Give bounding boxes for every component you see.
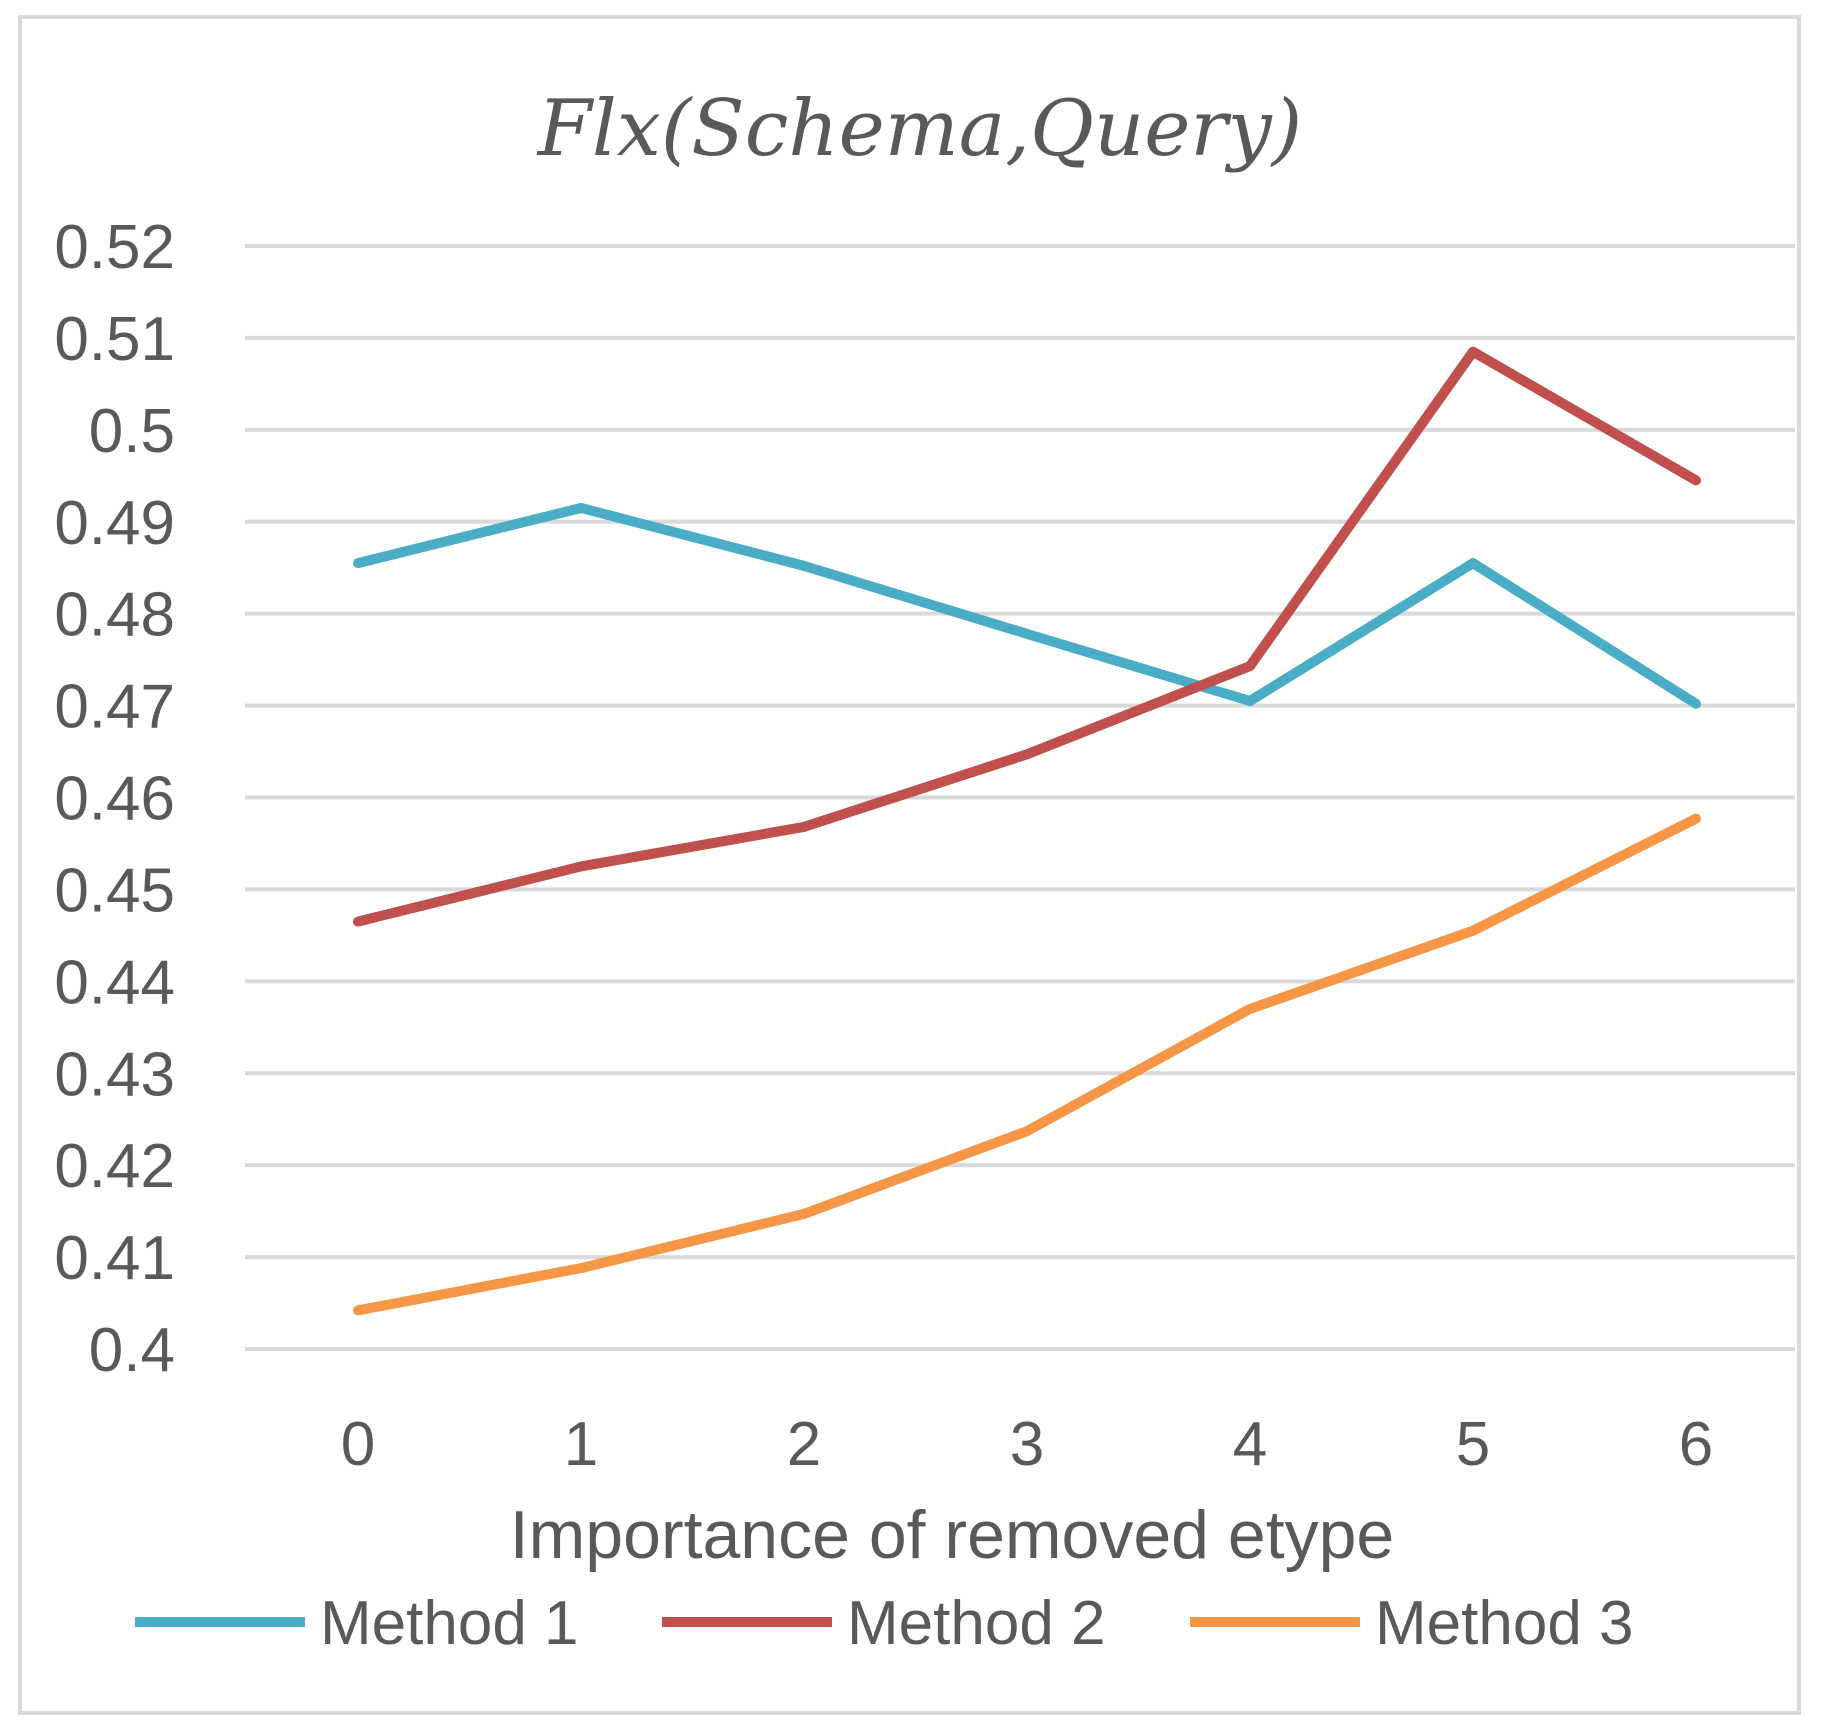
- data-point-method-3[interactable]: [576, 1263, 586, 1274]
- data-point-method-2[interactable]: [576, 861, 586, 872]
- data-point-method-2[interactable]: [1691, 475, 1701, 486]
- data-point-method-2[interactable]: [1468, 346, 1478, 357]
- data-point-method-1[interactable]: [1245, 695, 1255, 706]
- data-point-method-3[interactable]: [353, 1305, 363, 1316]
- data-point-method-1[interactable]: [353, 558, 363, 569]
- data-point-method-2[interactable]: [353, 916, 363, 927]
- y-tick-label: 0.4: [89, 1316, 175, 1385]
- y-tick-label: 0.51: [54, 305, 175, 374]
- y-tick-label: 0.43: [54, 1040, 175, 1109]
- chart-frame: [18, 15, 1801, 1715]
- data-point-method-3[interactable]: [1245, 1003, 1255, 1014]
- data-point-method-3[interactable]: [1022, 1126, 1032, 1137]
- gridlines: [245, 244, 1795, 1351]
- y-tick-label: 0.45: [54, 856, 175, 925]
- x-tick-label: 2: [787, 1410, 821, 1479]
- series-line-method-1[interactable]: [356, 502, 1699, 708]
- series-line-method-3[interactable]: [357, 814, 1699, 1316]
- x-tick-label: 1: [564, 1410, 598, 1479]
- x-axis-title: Importance of removed etype: [510, 1497, 1394, 1573]
- legend[interactable]: Method 1 Method 2 Method 3: [135, 1589, 1634, 1658]
- x-axis-ticks: 0 1 2 3 4 5 6: [341, 1410, 1713, 1479]
- data-point-method-3[interactable]: [799, 1208, 809, 1219]
- series-lines: [353, 346, 1701, 1316]
- y-tick-label: 0.44: [54, 948, 175, 1017]
- data-point-method-1[interactable]: [799, 560, 809, 571]
- y-axis-ticks: 0.4 0.41 0.42 0.43 0.44 0.45 0.46 0.47 0.48 0.49 0…: [54, 213, 175, 1385]
- data-point-method-3[interactable]: [1468, 925, 1478, 936]
- data-point-method-2[interactable]: [1245, 661, 1255, 672]
- data-point-method-2[interactable]: [1022, 749, 1032, 760]
- legend-label-method-2[interactable]: Method 2: [847, 1589, 1106, 1658]
- x-tick-label: 5: [1456, 1410, 1490, 1479]
- data-point-method-1[interactable]: [1691, 698, 1701, 709]
- legend-label-method-3[interactable]: Method 3: [1375, 1589, 1634, 1658]
- data-point-method-1[interactable]: [1022, 628, 1032, 639]
- chart-title: Flx(Schema,Query): [536, 84, 1302, 174]
- data-point-method-1[interactable]: [576, 502, 586, 513]
- x-tick-label: 4: [1233, 1410, 1267, 1479]
- y-tick-label: 0.47: [54, 673, 175, 742]
- x-tick-label: 6: [1679, 1410, 1713, 1479]
- data-point-method-3[interactable]: [1691, 813, 1701, 824]
- y-tick-label: 0.42: [54, 1132, 175, 1201]
- data-point-method-1[interactable]: [1468, 558, 1478, 569]
- y-tick-label: 0.5: [89, 397, 175, 466]
- y-tick-label: 0.48: [54, 581, 175, 650]
- legend-label-method-1[interactable]: Method 1: [320, 1589, 579, 1658]
- x-tick-label: 0: [341, 1410, 375, 1479]
- y-tick-label: 0.41: [54, 1224, 175, 1293]
- data-point-method-2[interactable]: [799, 821, 809, 832]
- y-tick-label: 0.46: [54, 765, 175, 834]
- y-tick-label: 0.49: [54, 489, 175, 558]
- x-tick-label: 3: [1010, 1410, 1044, 1479]
- y-tick-label: 0.52: [54, 213, 175, 282]
